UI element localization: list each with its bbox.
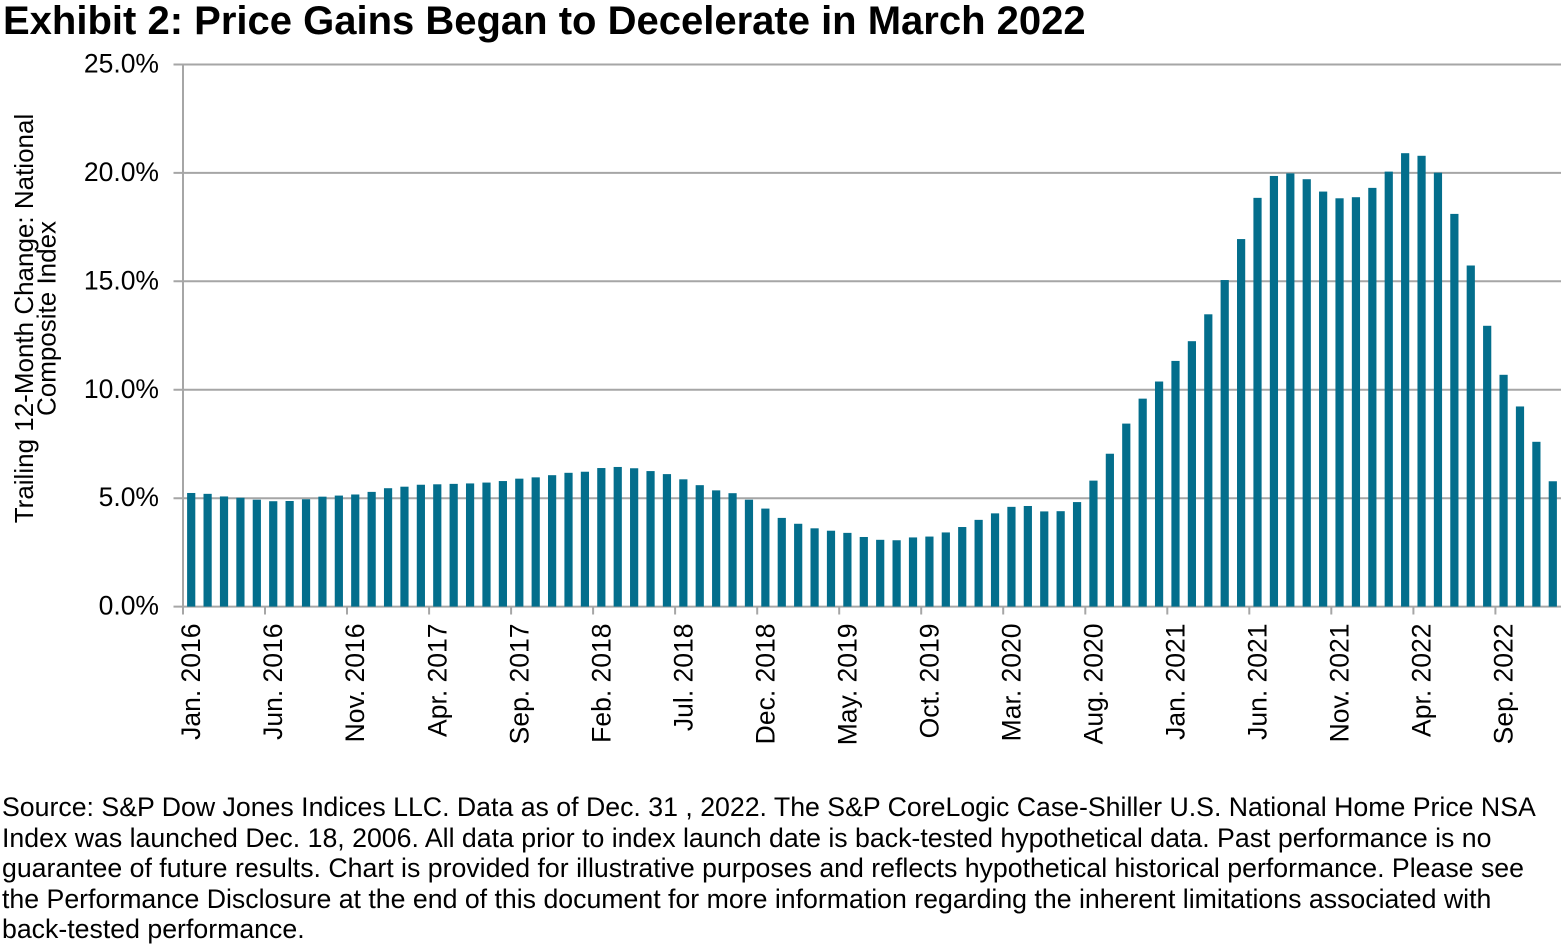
svg-text:Aug. 2020: Aug. 2020 (1079, 624, 1109, 745)
svg-text:Jun. 2016: Jun. 2016 (258, 624, 288, 740)
svg-text:Feb. 2018: Feb. 2018 (586, 624, 616, 743)
svg-text:0.0%: 0.0% (99, 591, 159, 621)
svg-text:Jan. 2021: Jan. 2021 (1161, 624, 1191, 740)
svg-text:10.0%: 10.0% (84, 374, 159, 404)
svg-text:Nov. 2021: Nov. 2021 (1325, 624, 1355, 743)
svg-text:Oct. 2019: Oct. 2019 (914, 624, 944, 739)
svg-text:Mar. 2020: Mar. 2020 (996, 624, 1026, 742)
svg-text:Apr. 2022: Apr. 2022 (1407, 624, 1437, 737)
svg-text:Dec. 2018: Dec. 2018 (750, 624, 780, 745)
svg-text:Trailing 12-Month Change: Nati: Trailing 12-Month Change: National (9, 114, 39, 524)
svg-text:5.0%: 5.0% (99, 482, 159, 512)
svg-text:Apr. 2017: Apr. 2017 (422, 624, 452, 737)
svg-text:15.0%: 15.0% (84, 265, 159, 295)
svg-text:Nov. 2016: Nov. 2016 (340, 624, 370, 743)
svg-text:May. 2019: May. 2019 (832, 624, 862, 746)
svg-text:20.0%: 20.0% (84, 157, 159, 187)
svg-text:25.0%: 25.0% (84, 49, 159, 79)
svg-text:Composite Index: Composite Index (32, 221, 62, 416)
svg-text:Sep. 2022: Sep. 2022 (1489, 624, 1519, 745)
svg-text:Jan. 2016: Jan. 2016 (176, 624, 206, 740)
svg-text:Sep. 2017: Sep. 2017 (504, 624, 534, 745)
svg-text:Jul. 2018: Jul. 2018 (668, 624, 698, 732)
svg-text:Jun. 2021: Jun. 2021 (1243, 624, 1273, 740)
